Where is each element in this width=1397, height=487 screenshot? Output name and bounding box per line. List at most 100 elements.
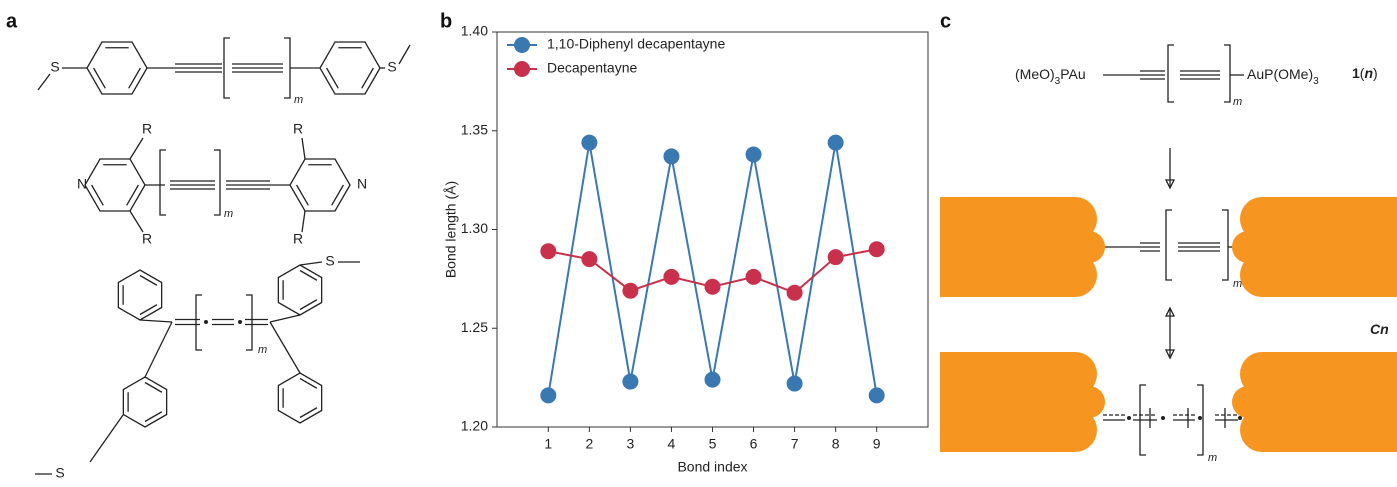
ring: [319, 41, 381, 95]
bracket: [284, 37, 291, 99]
repeat-index: m: [1208, 452, 1217, 464]
radical: [1198, 416, 1202, 420]
series-line: [547, 142, 878, 396]
ring: [289, 158, 351, 212]
radical: [238, 320, 242, 324]
legend-marker: [514, 61, 530, 77]
bond: [139, 304, 158, 316]
bond: [129, 210, 144, 233]
atom: R: [142, 231, 152, 247]
electrode-body: [940, 352, 1075, 452]
bond: [89, 414, 124, 463]
bond: [299, 377, 318, 389]
electrode-body: [940, 197, 1075, 297]
end-group: AuP(OMe)3: [1247, 66, 1319, 87]
bond: [37, 73, 51, 91]
electrode-bump: [1053, 253, 1097, 297]
bond: [299, 269, 318, 281]
electrode-bump: [1232, 386, 1264, 418]
marker: [540, 387, 557, 404]
junction-letter: C: [1370, 321, 1381, 337]
bracket: [223, 37, 230, 99]
bond: [361, 67, 374, 89]
bond: [299, 407, 318, 419]
bond: [91, 184, 104, 206]
electrode-bump: [1240, 197, 1284, 241]
y-tick-label: 1.35: [461, 121, 488, 137]
bond: [331, 184, 344, 206]
electrode-body: [1262, 197, 1397, 297]
x-tick-label: 3: [627, 436, 635, 452]
electrode-bump: [1240, 352, 1284, 396]
marker: [868, 387, 885, 404]
plot-frame: [496, 31, 929, 428]
atom: S: [50, 59, 59, 75]
bracket: [1165, 209, 1172, 281]
electrode-bump: [1053, 408, 1097, 452]
group-text: AuP(OMe): [1247, 66, 1313, 82]
group-text: PAu: [1060, 66, 1085, 82]
ring: [117, 269, 163, 321]
bond: [296, 184, 309, 206]
legend-marker: [514, 37, 530, 53]
electrode: [940, 197, 1105, 297]
ring: [86, 41, 148, 95]
marker: [786, 375, 803, 392]
repeat-index: m: [294, 94, 303, 106]
ring: [122, 376, 168, 428]
bracket: [195, 294, 202, 351]
bracket: [159, 149, 166, 216]
radical: [204, 320, 208, 324]
x-tick-label: 2: [585, 436, 593, 452]
panel-label: b: [440, 10, 452, 32]
bond: [269, 314, 301, 323]
electrode: [1232, 352, 1397, 452]
marker: [663, 268, 680, 285]
bracket: [1167, 44, 1174, 103]
bracket: [214, 149, 221, 216]
bond: [299, 299, 318, 311]
ring: [277, 264, 323, 316]
bond: [93, 67, 106, 89]
subscript: 3: [1055, 76, 1061, 87]
atom: R: [142, 121, 152, 137]
bracket: [1139, 384, 1146, 456]
chart: 1.20 1.25 1.30 1.35 1.40 1 2 3 4 5 6 7 8 9 Bond index B…: [443, 23, 929, 475]
group-text: (MeO): [1015, 66, 1055, 82]
arrowhead: [1164, 306, 1176, 317]
arrowhead: [1164, 179, 1176, 190]
bracket: [246, 294, 253, 351]
paren: (: [1360, 65, 1365, 81]
x-tick-label: 7: [791, 436, 799, 452]
bond: [269, 321, 301, 374]
bond: [301, 210, 306, 233]
compound-number: 1: [1352, 65, 1360, 81]
legend-label: 1,10-Diphenyl decapentayne: [547, 36, 725, 52]
electrode-bump: [1240, 408, 1284, 452]
x-tick-label: 5: [709, 436, 717, 452]
subscript: 3: [1313, 76, 1319, 87]
bracket: [1224, 44, 1231, 103]
atom: R: [293, 121, 303, 137]
marker: [827, 134, 844, 151]
y-tick-label: 1.25: [461, 319, 488, 335]
repeat-index: m: [258, 344, 267, 356]
y-axis-label: Bond length (Å): [443, 181, 459, 278]
variable: n: [1380, 321, 1389, 337]
junction-label: Cn: [1370, 321, 1389, 337]
x-tick-label: 1: [544, 436, 552, 452]
variable: n: [1364, 65, 1373, 81]
atom: N: [77, 176, 87, 192]
y-tick-label: 1.40: [461, 23, 488, 39]
marker: [622, 373, 639, 390]
compound-label: 1(n): [1352, 65, 1378, 81]
marker: [827, 249, 844, 266]
paren: ): [1373, 65, 1378, 81]
marker: [622, 282, 639, 299]
atom: S: [325, 253, 334, 269]
ring: [277, 372, 323, 424]
x-tick-label: 6: [750, 436, 758, 452]
x-tick-label: 8: [832, 436, 840, 452]
end-group: (MeO)3PAu: [1015, 66, 1086, 87]
